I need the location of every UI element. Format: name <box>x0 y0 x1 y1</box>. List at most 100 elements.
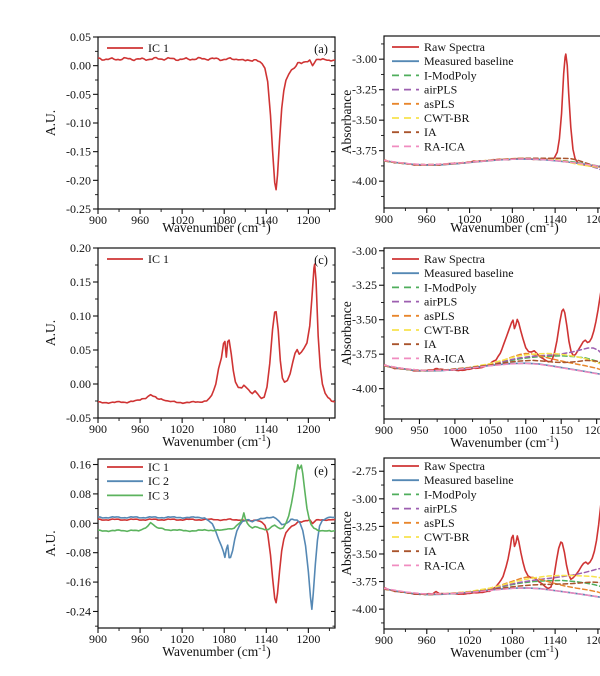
y-axis-label: A.U. <box>43 320 58 346</box>
y-tick-label: -0.20 <box>66 173 91 187</box>
y-tick-label: 0.20 <box>70 241 91 255</box>
panel-a-chart: 900 960 1020 1080 1140 1200 0.05 0.00 -0.05 -0.10… <box>43 30 336 235</box>
x-tick-label: 1020 <box>458 212 482 226</box>
legend-label: IA <box>424 337 437 351</box>
y-tick-label: 0.10 <box>70 309 91 323</box>
y-tick-label: -3.50 <box>352 547 377 561</box>
panel-f-chart: 900 960 1020 1080 1140 1200 -2.75 -3.00 -3.25 -3.… <box>340 457 600 660</box>
legend-label: Measured baseline <box>424 473 514 487</box>
legend-label: Raw Spectra <box>424 459 486 473</box>
x-tick-label: 1200 <box>296 422 320 436</box>
x-tick-label: 1200 <box>585 423 600 437</box>
legend: IC 1 <box>107 41 169 55</box>
panel-f: 900 960 1020 1080 1140 1200 -2.75 -3.00 -3.25 -3.… <box>340 456 600 676</box>
plot-frame <box>97 458 336 629</box>
plot-frame <box>383 247 600 420</box>
legend-label: IA <box>424 125 437 139</box>
y-tick-label: -4.00 <box>352 602 377 616</box>
y-tick-label: 0.08 <box>70 487 91 501</box>
y-axis-label: A.U. <box>43 110 58 136</box>
legend-label: asPLS <box>424 97 455 111</box>
y-tick-label: -3.75 <box>352 144 377 158</box>
x-tick-label: 900 <box>89 422 107 436</box>
x-tick-label: 960 <box>131 632 149 646</box>
y-tick-label: 0.00 <box>70 516 91 530</box>
x-tick-label: 1020 <box>170 213 194 227</box>
x-tick-label: 1100 <box>514 423 538 437</box>
legend-label: CWT-BR <box>424 111 470 125</box>
y-tick-label: -3.00 <box>352 52 377 66</box>
legend-label: RA-ICA <box>424 558 466 572</box>
y-axis-label: A.U. <box>43 530 58 556</box>
series-group <box>98 263 335 405</box>
y-tick-label: 0.15 <box>70 275 91 289</box>
x-axis-label: Wavenumber (cm-1) <box>162 644 270 659</box>
y-tick-label: -3.75 <box>352 575 377 589</box>
y-tick-label: -0.15 <box>66 145 91 159</box>
y-tick-label: -3.50 <box>352 113 377 127</box>
series-raw-spectra <box>384 53 600 168</box>
legend-label: CWT-BR <box>424 323 470 337</box>
series-ra-ica <box>384 587 600 598</box>
legend-label: airPLS <box>424 295 457 309</box>
legend-label: CWT-BR <box>424 530 470 544</box>
panel-letter: (c) <box>314 253 328 267</box>
y-tick-label: 0.16 <box>70 458 91 472</box>
y-tick-label: 0.00 <box>70 377 91 391</box>
y-tick-label: -4.00 <box>352 174 377 188</box>
y-tick-label: -3.00 <box>352 492 377 506</box>
y-axis-label: Absorbance <box>340 511 354 575</box>
x-tick-label: 960 <box>418 633 436 647</box>
panel-a: 900 960 1020 1080 1140 1200 0.05 0.00 -0.05 -0.10… <box>40 16 340 236</box>
series-group <box>384 504 600 598</box>
x-axis-label: Wavenumber (cm-1) <box>450 220 558 235</box>
x-tick-label: 1000 <box>443 423 467 437</box>
y-tick-label: 0.00 <box>70 59 91 73</box>
x-tick-label: 1080 <box>212 632 236 646</box>
x-tick-label: 1200 <box>296 213 320 227</box>
panel-b: 900 960 1020 1080 1140 1200 -3.00 -3.25 -3.50 -3.… <box>340 16 600 236</box>
x-axis-label: Wavenumber (cm-1) <box>450 645 558 660</box>
legend: IC 1 <box>107 252 169 266</box>
legend-label: IC 1 <box>148 460 169 474</box>
y-tick-label: -0.05 <box>66 87 91 101</box>
x-tick-label: 1140 <box>255 422 279 436</box>
x-tick-label: 900 <box>375 212 393 226</box>
legend-label: Measured baseline <box>424 54 514 68</box>
legend-label: Raw Spectra <box>424 40 486 54</box>
legend-label: asPLS <box>424 309 455 323</box>
series-ic-1 <box>98 263 335 405</box>
axis-ticks <box>93 247 335 423</box>
legend-label: RA-ICA <box>424 351 466 365</box>
series-ra-ica <box>384 158 600 168</box>
y-tick-label: -3.75 <box>352 347 377 361</box>
series-group <box>98 56 335 191</box>
legend-label: I-ModPoly <box>424 68 477 82</box>
legend-label: Measured baseline <box>424 266 514 280</box>
x-axis-label: Wavenumber (cm-1) <box>162 434 270 449</box>
axis-ticks <box>379 470 599 634</box>
x-tick-label: 900 <box>89 632 107 646</box>
axis-ticks <box>379 43 599 213</box>
y-tick-label: -2.75 <box>352 464 377 478</box>
x-tick-label: 900 <box>89 213 107 227</box>
series-cwt-br <box>384 574 600 596</box>
y-tick-label: -4.00 <box>352 382 377 396</box>
x-tick-label: 1020 <box>170 422 194 436</box>
x-tick-label: 1080 <box>500 212 524 226</box>
x-tick-label: 1200 <box>586 633 600 647</box>
y-tick-label: -3.25 <box>352 83 377 97</box>
x-tick-label: 1140 <box>543 212 567 226</box>
y-tick-label: -0.25 <box>66 202 91 216</box>
series-ic-1 <box>98 56 335 191</box>
y-tick-label: -3.50 <box>352 313 377 327</box>
y-tick-label: -0.08 <box>66 546 91 560</box>
legend-label: asPLS <box>424 516 455 530</box>
series-group <box>98 464 335 611</box>
x-tick-label: 960 <box>131 422 149 436</box>
x-tick-label: 1140 <box>543 633 567 647</box>
y-axis-label: Absorbance <box>340 301 354 365</box>
x-tick-label: 960 <box>418 212 436 226</box>
